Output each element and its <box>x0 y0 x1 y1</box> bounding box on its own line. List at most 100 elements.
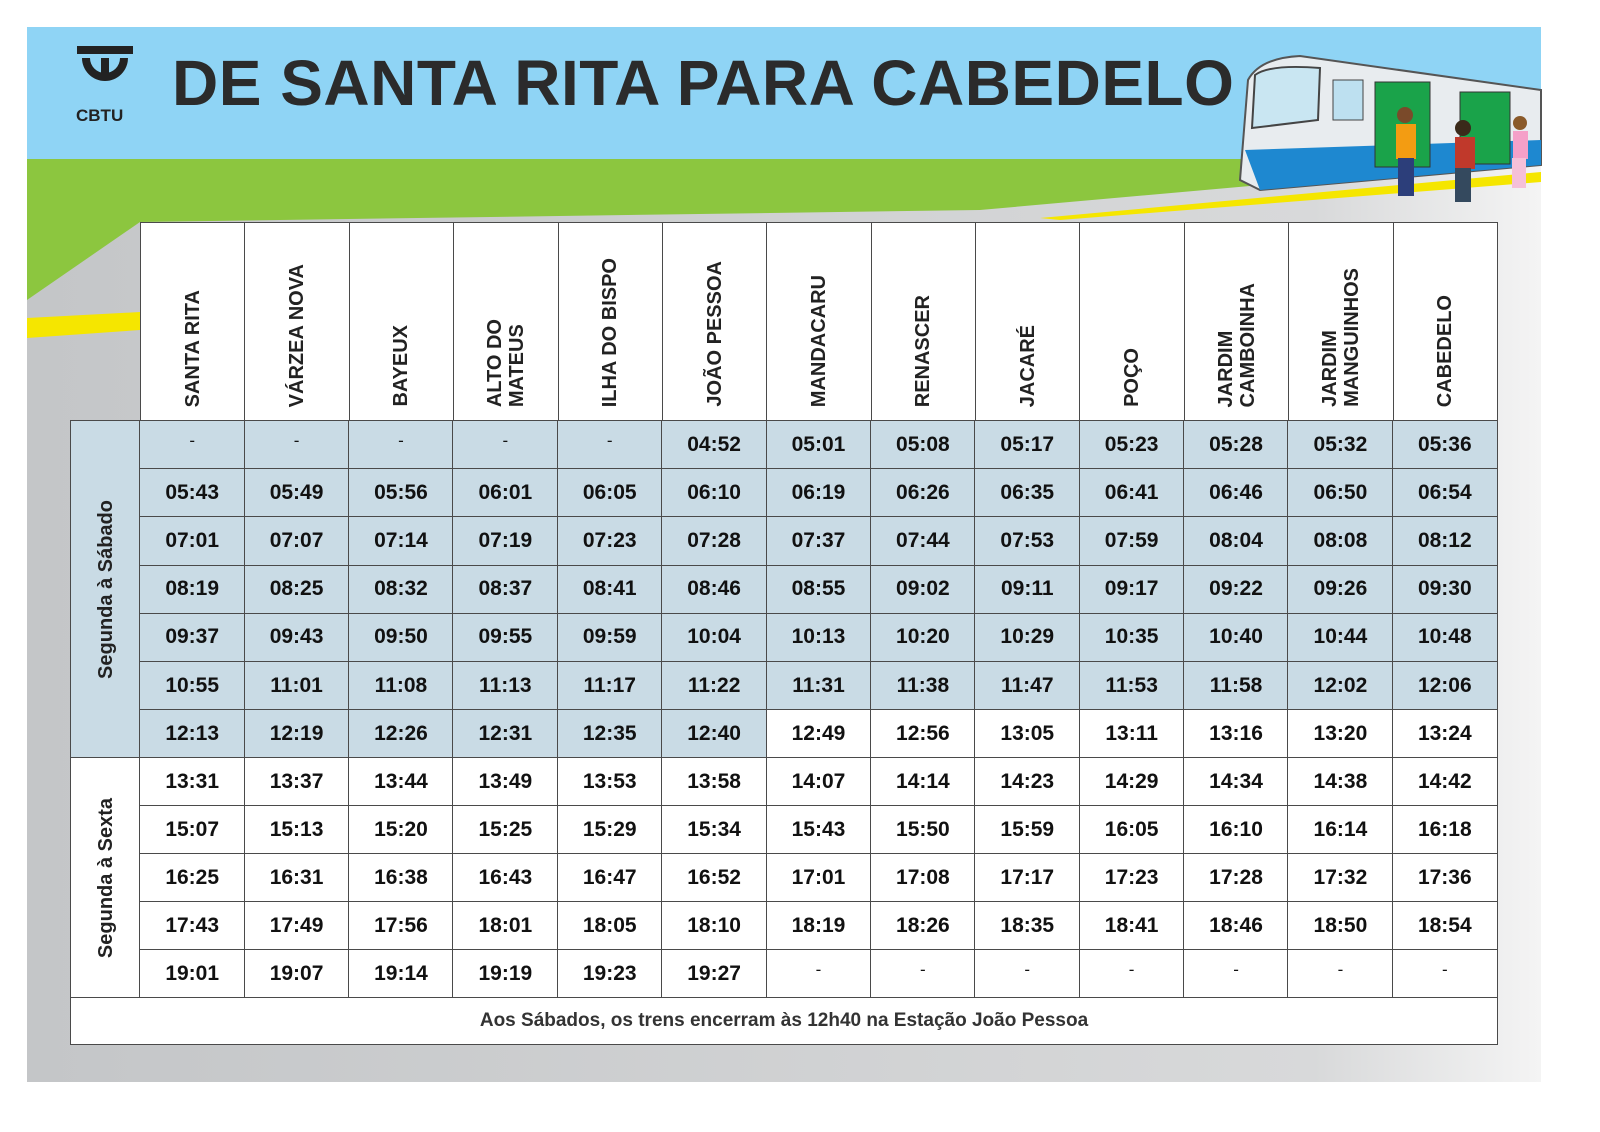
time-cell: 18:54 <box>1391 901 1498 951</box>
station-name: JARDIM MANGUINHOS <box>1319 268 1363 407</box>
time-cell: 06:05 <box>556 468 663 518</box>
time-cell: 08:46 <box>661 564 768 615</box>
time-cell: 12:56 <box>869 708 976 759</box>
time-cell: 11:17 <box>556 660 663 711</box>
time-cell: - <box>1391 949 1498 999</box>
footnote: Aos Sábados, os trens encerram às 12h40 … <box>70 997 1498 1046</box>
time-cell: 13:58 <box>661 756 768 807</box>
time-cell: 09:43 <box>243 612 350 663</box>
time-cell: 05:28 <box>1183 420 1289 470</box>
day-group: Segunda à Sábado <box>70 420 141 759</box>
station-header: ILHA DO BISPO <box>557 222 663 422</box>
time-cell: 05:56 <box>348 468 454 518</box>
station-header: JACARÉ <box>975 222 1081 422</box>
time-cell: 16:31 <box>243 853 350 903</box>
time-cell: 15:34 <box>661 805 768 855</box>
time-cell: 06:41 <box>1078 468 1185 518</box>
time-cell: 07:23 <box>556 516 663 567</box>
time-cell: 11:38 <box>869 660 976 711</box>
time-cell: 07:59 <box>1078 516 1185 567</box>
station-header: JOÃO PESSOA <box>661 222 768 422</box>
time-cell: 12:40 <box>661 708 768 759</box>
time-cell: - <box>243 420 350 470</box>
time-cell: 05:23 <box>1078 420 1185 470</box>
time-cell: 14:38 <box>1287 756 1394 807</box>
time-cell: 06:10 <box>661 468 768 518</box>
time-cell: 18:35 <box>974 901 1081 951</box>
time-cell: 13:31 <box>139 756 246 807</box>
time-cell: 16:25 <box>139 853 246 903</box>
station-name-line: CABEDELO <box>1434 294 1457 407</box>
station-header: JARDIM MANGUINHOS <box>1288 222 1394 422</box>
time-cell: 05:49 <box>243 468 350 518</box>
time-cell: 16:05 <box>1078 805 1185 855</box>
time-cell: - <box>139 420 246 470</box>
time-cell: 05:36 <box>1391 420 1498 470</box>
time-cell: 17:32 <box>1287 853 1394 903</box>
time-cell: 13:16 <box>1183 708 1289 759</box>
time-cell: 07:44 <box>869 516 976 567</box>
time-cell: 10:13 <box>765 612 872 663</box>
time-cell: 10:35 <box>1078 612 1185 663</box>
time-cell: 16:14 <box>1287 805 1394 855</box>
time-cell: 15:43 <box>765 805 872 855</box>
station-name-line: VÁRZEA NOVA <box>286 263 309 407</box>
station-name-line: CAMBOINHA <box>1236 282 1259 407</box>
time-cell: 08:41 <box>556 564 663 615</box>
time-cell: 09:37 <box>139 612 246 663</box>
time-cell: 07:37 <box>765 516 872 567</box>
time-cell: 12:13 <box>139 708 246 759</box>
station-name: MANDACARU <box>808 275 830 407</box>
logo-text: CBTU <box>76 106 124 125</box>
time-cell: 06:01 <box>452 468 559 518</box>
time-cell: 06:46 <box>1183 468 1289 518</box>
time-cell: 07:07 <box>243 516 350 567</box>
station-name-line: MATEUS <box>505 324 528 407</box>
time-cell: 05:08 <box>869 420 976 470</box>
time-cell: - <box>556 420 663 470</box>
day-group-label: Segunda à Sexta <box>94 797 117 958</box>
station-name: SANTA RITA <box>182 290 204 407</box>
station-name-line: SANTA RITA <box>181 289 204 407</box>
time-cell: 13:11 <box>1078 708 1185 759</box>
time-cell: 16:52 <box>661 853 768 903</box>
station-name: VÁRZEA NOVA <box>286 264 308 407</box>
time-cell: 06:50 <box>1287 468 1394 518</box>
time-cell: 08:37 <box>452 564 559 615</box>
time-cell: 18:10 <box>661 901 768 951</box>
time-cell: 19:27 <box>661 949 768 999</box>
station-name: RENASCER <box>912 295 934 407</box>
time-cell: 11:58 <box>1183 660 1289 711</box>
time-cell: 05:17 <box>974 420 1081 470</box>
time-cell: 12:02 <box>1287 660 1394 711</box>
time-cell: 08:12 <box>1391 516 1498 567</box>
time-cell: 15:13 <box>243 805 350 855</box>
time-cell: 14:34 <box>1183 756 1289 807</box>
time-cell: 09:22 <box>1183 564 1289 615</box>
time-cell: 12:19 <box>243 708 350 759</box>
time-cell: 11:08 <box>348 660 454 711</box>
station-name: JACARÉ <box>1017 325 1039 407</box>
time-cell: 09:02 <box>869 564 976 615</box>
time-cell: 16:18 <box>1391 805 1498 855</box>
station-header: MANDACARU <box>766 222 872 422</box>
time-cell: 05:32 <box>1287 420 1394 470</box>
station-header: BAYEUX <box>348 222 455 422</box>
station-header: VÁRZEA NOVA <box>244 222 350 422</box>
time-cell: 17:43 <box>139 901 246 951</box>
time-cell: 17:17 <box>974 853 1081 903</box>
time-cell: 10:44 <box>1287 612 1394 663</box>
time-cell: 12:06 <box>1391 660 1498 711</box>
time-cell: 10:55 <box>139 660 246 711</box>
time-cell: 15:59 <box>974 805 1081 855</box>
time-cell: 14:07 <box>765 756 872 807</box>
time-cell: 14:29 <box>1078 756 1185 807</box>
time-cell: 17:36 <box>1391 853 1498 903</box>
time-cell: 18:01 <box>452 901 559 951</box>
time-cell: - <box>1078 949 1185 999</box>
time-cell: 16:43 <box>452 853 559 903</box>
time-cell: 09:17 <box>1078 564 1185 615</box>
time-cell: 06:54 <box>1391 468 1498 518</box>
station-name: POÇO <box>1121 348 1143 407</box>
time-cell: 16:10 <box>1183 805 1289 855</box>
